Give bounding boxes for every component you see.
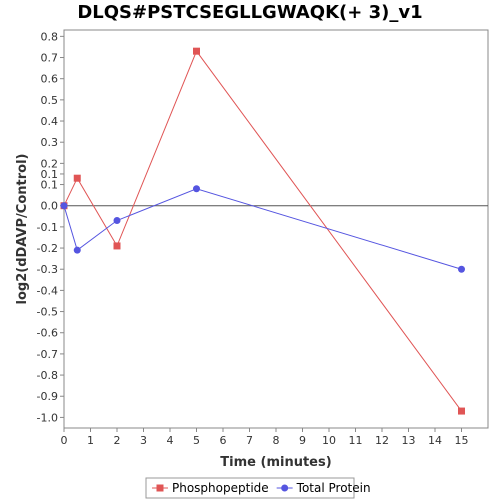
x-tick-label: 1 (87, 434, 94, 447)
x-tick-label: 6 (220, 434, 227, 447)
x-axis: 0 1 2 3 4 5 6 7 8 9 10 11 12 13 14 15 (61, 428, 469, 447)
data-point (193, 185, 200, 193)
x-tick-label: 2 (114, 434, 121, 447)
y-tick-label: 0.3 (41, 136, 59, 149)
x-tick-label: 3 (140, 434, 147, 447)
y-tick-label: -0.1 (37, 221, 58, 234)
y-tick-label: -0.2 (37, 242, 58, 255)
x-tick-label: 13 (402, 434, 416, 447)
data-point (458, 407, 465, 415)
legend-marker (156, 484, 164, 492)
data-point (60, 202, 68, 210)
x-tick-label: 5 (193, 434, 200, 447)
x-tick-label: 12 (375, 434, 389, 447)
y-tick-label: 0.0 (41, 200, 59, 213)
y-axis: -1.0 -0.9 -0.8 -0.7 -0.6 -0.5 -0.4 -0.3 -0.2 -0.1… (37, 30, 64, 424)
x-tick-label: 10 (322, 434, 336, 447)
y-tick-label: -1.0 (37, 411, 58, 424)
data-point (73, 174, 81, 182)
data-point (193, 47, 200, 55)
data-point (113, 217, 121, 225)
data-point (73, 246, 81, 254)
series-total-protein (60, 185, 465, 273)
y-tick-label: -0.9 (37, 390, 58, 403)
legend-item: Total Protein (276, 481, 371, 495)
y-tick-label: -0.6 (37, 327, 58, 340)
y-tick-label: 0.6 (41, 73, 59, 86)
plot-area (63, 29, 489, 429)
legend-box (145, 477, 355, 499)
y-tick-label: 0.7 (41, 52, 59, 65)
y-tick-label: -0.7 (37, 348, 58, 361)
legend-item: Phosphopeptide (152, 481, 269, 495)
y-tick-label: 0.1 (41, 168, 59, 181)
data-point (458, 265, 465, 273)
x-tick-label: 7 (246, 434, 253, 447)
y-tick-label: -0.5 (37, 306, 58, 319)
y-tick-label: -0.4 (37, 284, 58, 297)
data-point (113, 242, 121, 250)
y-tick-label: 0.1 (41, 179, 59, 192)
chart-title: DLQS#PSTCSEGLLGWAQK(+ 3)_v1 (77, 2, 423, 23)
x-tick-label: 8 (273, 434, 280, 447)
legend-label: Phosphopeptide (172, 481, 269, 495)
y-tick-label: 0.4 (41, 115, 59, 128)
x-tick-label: 14 (428, 434, 442, 447)
legend: Phosphopeptide Total Protein (145, 477, 371, 499)
series-layer (60, 47, 465, 415)
y-tick-label: 0.8 (41, 30, 59, 43)
legend-label: Total Protein (296, 481, 371, 495)
x-tick-label: 9 (299, 434, 306, 447)
x-tick-label: 15 (455, 434, 469, 447)
y-tick-label: 0.5 (41, 94, 59, 107)
legend-marker (281, 484, 289, 492)
y-tick-label: -0.8 (37, 369, 58, 382)
y-tick-label: -0.3 (37, 263, 58, 276)
x-tick-label: 11 (349, 434, 363, 447)
plot-background (63, 29, 489, 429)
x-axis-title: Time (minutes) (220, 455, 331, 470)
y-axis-title: log2(dDAVP/Control) (15, 154, 30, 305)
x-tick-label: 4 (167, 434, 174, 447)
y-tick-label: 0.2 (41, 157, 59, 170)
x-tick-label: 0 (61, 434, 68, 447)
